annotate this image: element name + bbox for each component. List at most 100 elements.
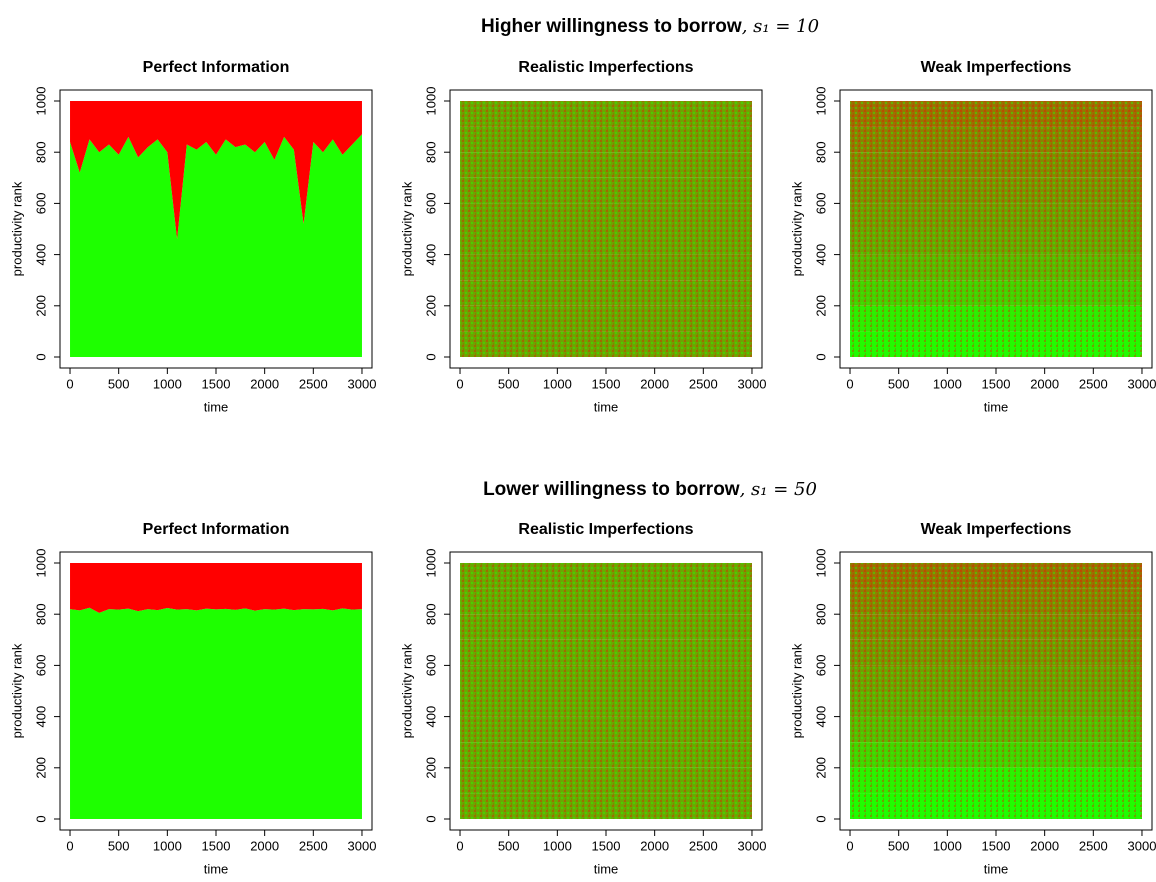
x-tick-label: 1500: [982, 838, 1011, 853]
y-tick-label: 800: [423, 141, 438, 163]
x-tick-label: 2000: [250, 838, 279, 853]
x-tick-label: 1000: [153, 838, 182, 853]
y-tick-label: 0: [423, 353, 438, 360]
y-tick-label: 400: [423, 706, 438, 728]
area: [70, 134, 362, 357]
area: [70, 563, 362, 613]
section-title: Lower willingness to borrow: [483, 479, 740, 500]
x-axis-label: time: [204, 399, 229, 414]
panel: 0 500 1000 1500 2000 2500 3000 0 200 400 600 800 100…: [9, 59, 376, 414]
section-math: , s₁ = 10: [742, 16, 819, 37]
y-tick-label: 1000: [33, 87, 48, 116]
texture: [460, 101, 752, 357]
y-axis-label: productivity rank: [9, 643, 24, 738]
y-tick-label: 1000: [423, 549, 438, 578]
y-tick-label: 800: [33, 141, 48, 163]
y-tick-label: 0: [813, 353, 828, 360]
y-tick-label: 0: [33, 353, 48, 360]
x-tick-label: 0: [846, 838, 853, 853]
x-tick-label: 500: [498, 838, 520, 853]
y-axis-label: productivity rank: [399, 643, 414, 738]
x-tick-label: 500: [108, 376, 130, 391]
x-tick-label: 0: [66, 838, 73, 853]
y-tick-label: 200: [423, 295, 438, 317]
panel: 0 500 1000 1500 2000 2500 3000 0 200 400 600 800 100…: [789, 521, 1156, 876]
x-tick-label: 1000: [153, 376, 182, 391]
section-title: Higher willingness to borrow: [481, 16, 742, 37]
y-tick-label: 400: [33, 706, 48, 728]
x-tick-label: 3000: [348, 376, 377, 391]
x-tick-label: 1500: [982, 376, 1011, 391]
x-tick-label: 2000: [640, 838, 669, 853]
x-tick-label: 0: [456, 376, 463, 391]
y-tick-label: 200: [813, 757, 828, 779]
y-axis-label: productivity rank: [9, 181, 24, 276]
x-tick-label: 500: [108, 838, 130, 853]
chart-title: Perfect Information: [143, 59, 290, 76]
x-tick-label: 2500: [299, 838, 328, 853]
x-tick-label: 3000: [1128, 838, 1156, 853]
y-tick-label: 200: [33, 757, 48, 779]
y-tick-label: 600: [33, 655, 48, 677]
chart-title: Realistic Imperfections: [518, 521, 693, 538]
y-tick-label: 800: [33, 603, 48, 625]
x-tick-label: 500: [498, 376, 520, 391]
y-tick-label: 1000: [423, 87, 438, 116]
x-tick-label: 0: [846, 376, 853, 391]
y-tick-label: 400: [423, 244, 438, 266]
x-axis-label: time: [984, 399, 1009, 414]
x-axis-label: time: [204, 861, 229, 876]
x-tick-label: 500: [888, 838, 910, 853]
x-tick-label: 1000: [543, 838, 572, 853]
x-tick-label: 2500: [689, 838, 718, 853]
x-axis-label: time: [594, 861, 619, 876]
y-tick-label: 400: [813, 244, 828, 266]
y-tick-label: 800: [813, 603, 828, 625]
x-tick-label: 500: [888, 376, 910, 391]
x-tick-label: 1000: [543, 376, 572, 391]
y-axis-label: productivity rank: [399, 181, 414, 276]
y-tick-label: 800: [813, 141, 828, 163]
chart-title: Perfect Information: [143, 521, 290, 538]
x-tick-label: 3000: [1128, 376, 1156, 391]
x-tick-label: 2000: [250, 376, 279, 391]
y-tick-label: 0: [33, 815, 48, 822]
area: [70, 101, 362, 240]
x-tick-label: 2500: [1079, 376, 1108, 391]
x-axis-label: time: [984, 861, 1009, 876]
y-tick-label: 400: [33, 244, 48, 266]
x-tick-label: 1500: [592, 838, 621, 853]
section-math: , s₁ = 50: [740, 479, 817, 500]
y-tick-label: 1000: [813, 87, 828, 116]
x-tick-label: 2000: [1030, 838, 1059, 853]
chart-title: Realistic Imperfections: [518, 59, 693, 76]
y-tick-label: 600: [813, 655, 828, 677]
texture: [460, 563, 752, 819]
area: [70, 607, 362, 819]
section-heading: Higher willingness to borrow, s₁ = 10: [481, 16, 819, 37]
y-tick-label: 1000: [33, 549, 48, 578]
y-tick-label: 200: [33, 295, 48, 317]
y-tick-label: 200: [813, 295, 828, 317]
panel: 0 500 1000 1500 2000 2500 3000 0 200 400 600 800 100…: [399, 59, 766, 414]
y-tick-label: 0: [813, 815, 828, 822]
chart-title: Weak Imperfections: [921, 521, 1072, 538]
panel: 0 500 1000 1500 2000 2500 3000 0 200 400 600 800 100…: [789, 59, 1156, 414]
x-tick-label: 0: [456, 838, 463, 853]
x-tick-label: 2500: [299, 376, 328, 391]
y-tick-label: 200: [423, 757, 438, 779]
panel: 0 500 1000 1500 2000 2500 3000 0 200 400 600 800 100…: [9, 521, 376, 876]
x-tick-label: 2500: [689, 376, 718, 391]
x-tick-label: 2000: [640, 376, 669, 391]
panel: 0 500 1000 1500 2000 2500 3000 0 200 400 600 800 100…: [399, 521, 766, 876]
y-tick-label: 0: [423, 815, 438, 822]
x-tick-label: 3000: [348, 838, 377, 853]
x-tick-label: 2500: [1079, 838, 1108, 853]
section-heading: Lower willingness to borrow, s₁ = 50: [483, 479, 817, 500]
x-tick-label: 1000: [933, 838, 962, 853]
y-tick-label: 600: [813, 193, 828, 215]
y-axis-label: productivity rank: [789, 181, 804, 276]
x-tick-label: 3000: [738, 376, 767, 391]
y-tick-label: 600: [423, 655, 438, 677]
x-tick-label: 1000: [933, 376, 962, 391]
